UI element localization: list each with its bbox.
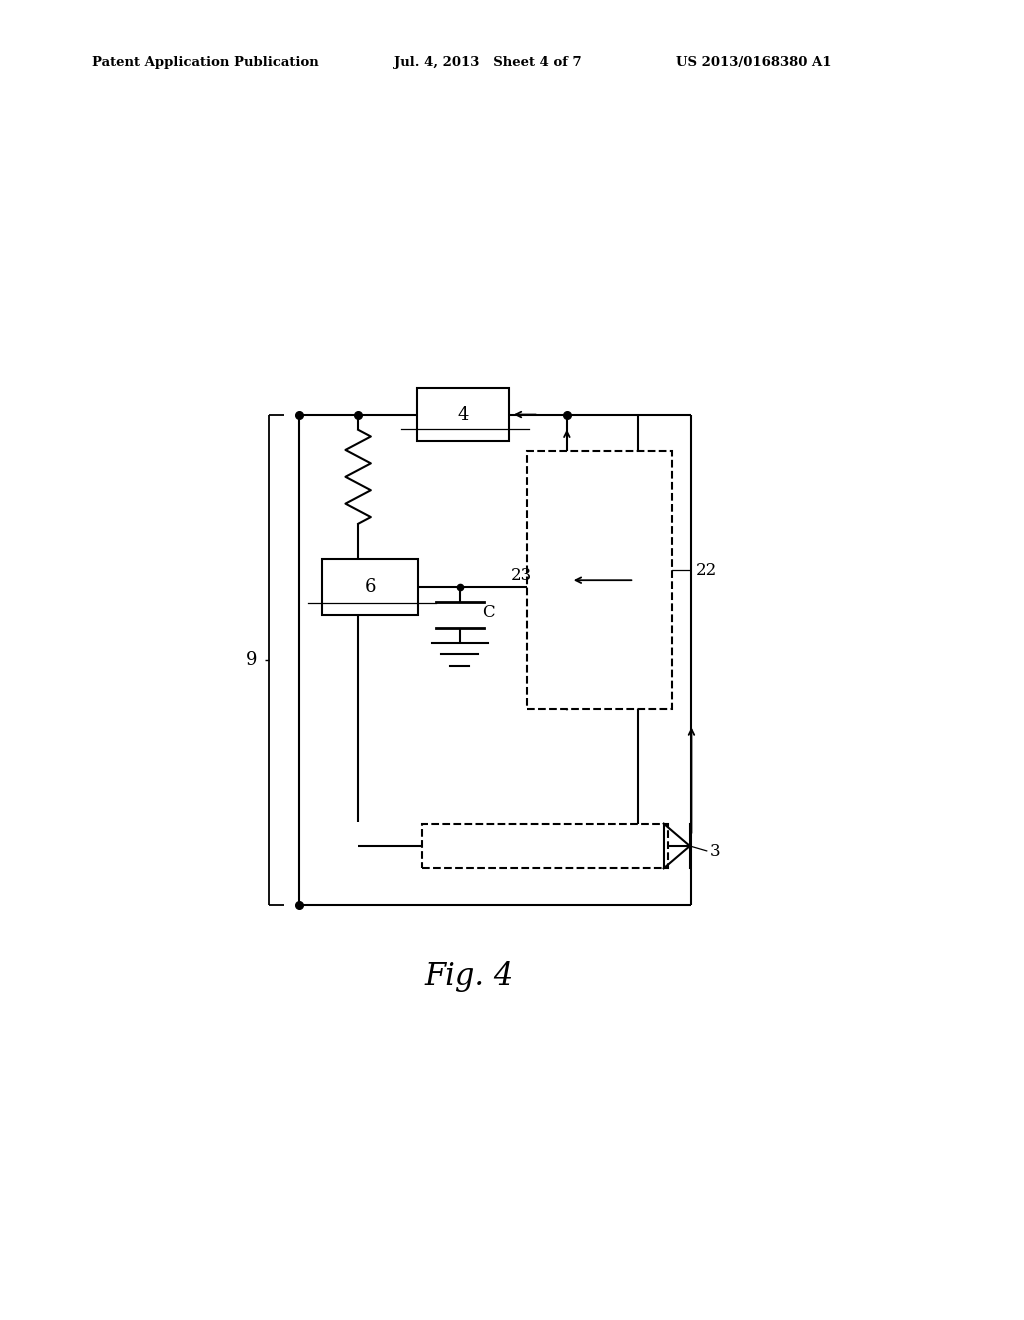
Bar [323,560,418,615]
Text: 22: 22 [695,561,717,578]
Bar [417,388,509,441]
Text: Fig. 4: Fig. 4 [425,961,514,993]
Text: Patent Application Publication: Patent Application Publication [92,55,318,69]
Bar [527,451,672,709]
Text: 3: 3 [710,842,720,859]
Text: 4: 4 [457,405,469,424]
Bar [422,824,668,867]
Text: US 2013/0168380 A1: US 2013/0168380 A1 [676,55,831,69]
Text: 23: 23 [511,566,532,583]
Text: Jul. 4, 2013   Sheet 4 of 7: Jul. 4, 2013 Sheet 4 of 7 [394,55,582,69]
Text: C: C [482,603,495,620]
Text: 9: 9 [246,651,258,669]
Text: 6: 6 [365,578,376,597]
